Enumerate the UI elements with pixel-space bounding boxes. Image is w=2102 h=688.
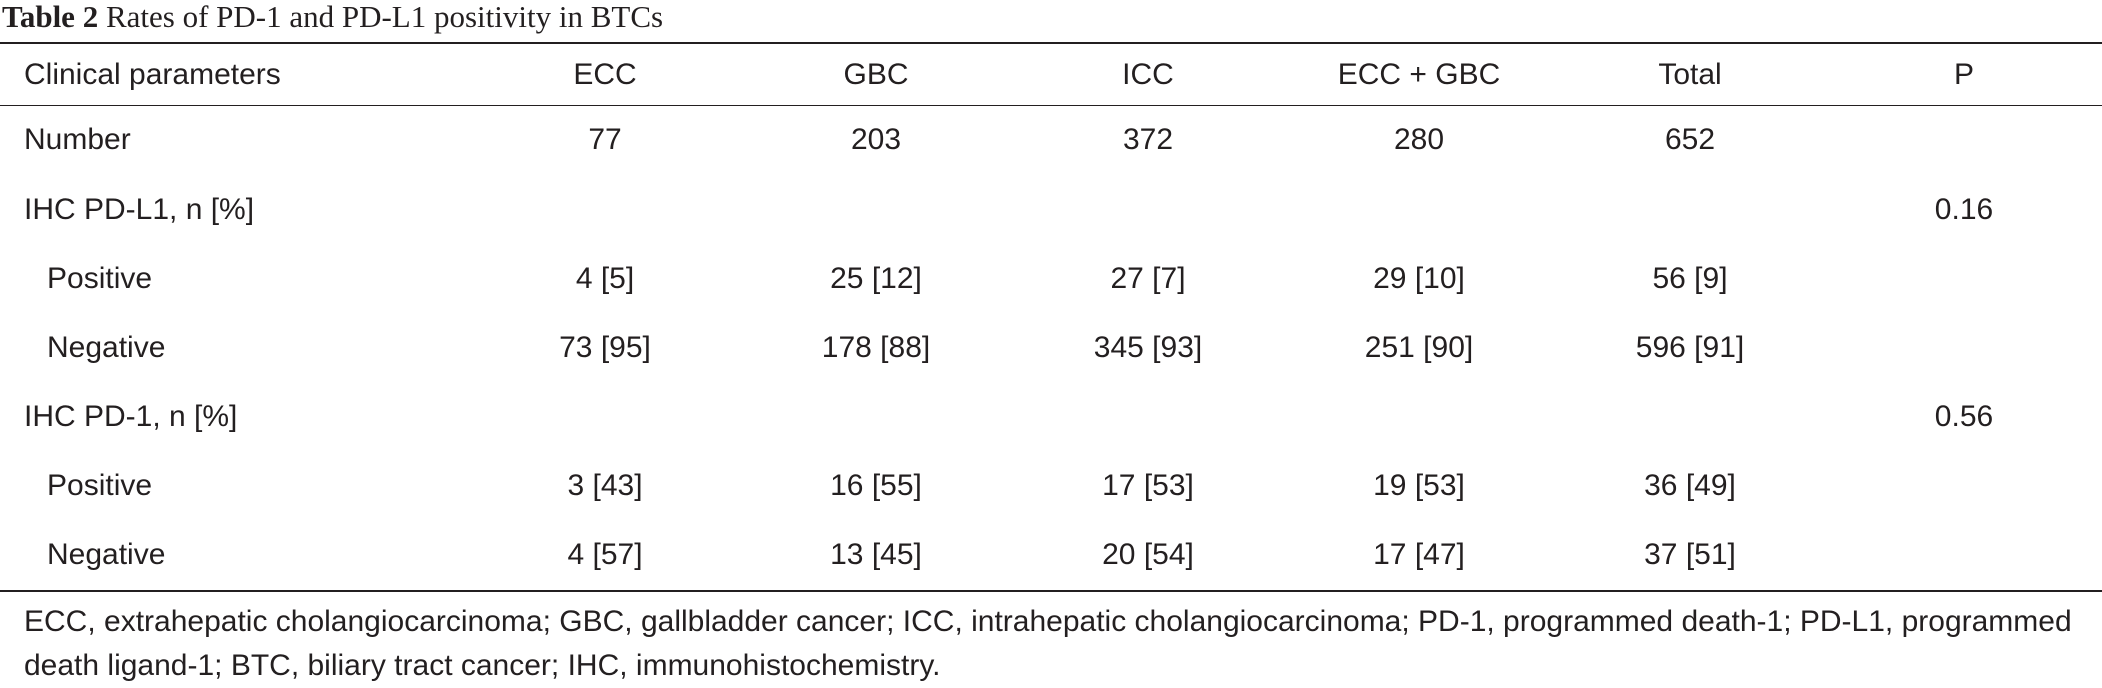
cell-ecc: 4 [5] — [575, 261, 635, 295]
cell-ecc-gbc: 251 [90] — [1364, 330, 1474, 364]
cell-total — [1554, 175, 1826, 244]
cell-ecc-gbc: 17 [47] — [1373, 537, 1465, 571]
cell-total: 596 [91] — [1635, 330, 1745, 364]
cell-ecc-gbc: 29 [10] — [1373, 261, 1465, 295]
table-row: Positive 4 [5] 25 [12] 27 [7] 29 [10] 56 [9] — [0, 244, 2102, 313]
table-body: Number 77 203 372 280 652 IHC PD-L1, n [%] 0.16… — [0, 105, 2102, 589]
cell-total — [1554, 382, 1826, 451]
cell-total: 37 [51] — [1644, 537, 1736, 571]
cell-ecc-gbc: 280 — [1393, 123, 1445, 156]
column-header-gbc: GBC — [843, 57, 909, 91]
table-row: IHC PD-L1, n [%] 0.16 — [0, 175, 2102, 244]
cell-p-value — [1826, 520, 2102, 589]
table-bottom-rule — [0, 590, 2102, 592]
table-row: Negative 73 [95] 178 [88] 345 [93] 251 [90] 5… — [0, 313, 2102, 382]
cell-icc: 372 — [1122, 123, 1174, 156]
row-label: Number — [24, 123, 131, 156]
column-header-total: Total — [1658, 57, 1722, 91]
cell-ecc: 77 — [588, 123, 622, 156]
cell-ecc: 4 [57] — [567, 537, 643, 571]
table-footnote: ECC, extrahepatic cholangiocarcinoma; GB… — [24, 605, 2072, 682]
cell-icc — [1012, 382, 1284, 451]
positivity-table: Clinical parameters ECC GBC ICC ECC + GB… — [0, 44, 2102, 589]
row-label: Positive — [47, 261, 153, 295]
cell-ecc: 73 [95] — [559, 330, 651, 364]
cell-p-value — [1826, 105, 2102, 175]
cell-icc: 27 [7] — [1110, 261, 1186, 295]
table-row: Positive 3 [43] 16 [55] 17 [53] 19 [53] 36 [4… — [0, 451, 2102, 520]
column-header-ecc-gbc: ECC + GBC — [1337, 57, 1501, 91]
cell-p-value: 0.16 — [1934, 192, 1994, 226]
cell-ecc-gbc: 19 [53] — [1373, 468, 1465, 502]
cell-gbc: 25 [12] — [830, 261, 922, 295]
row-label: Positive — [47, 468, 153, 502]
cell-ecc — [470, 175, 740, 244]
cell-gbc: 178 [88] — [821, 330, 931, 364]
cell-total: 652 — [1664, 123, 1716, 156]
cell-p-value: 0.56 — [1934, 399, 1994, 433]
cell-gbc: 203 — [850, 123, 902, 156]
cell-gbc — [740, 175, 1012, 244]
table-row: IHC PD-1, n [%] 0.56 — [0, 382, 2102, 451]
row-label: IHC PD-1, n [%] — [24, 399, 238, 433]
cell-icc: 345 [93] — [1093, 330, 1203, 364]
table-caption-label: Table 2 — [2, 0, 99, 34]
cell-gbc — [740, 382, 1012, 451]
table-top-rule — [0, 42, 2102, 44]
row-label: Negative — [47, 537, 166, 571]
table-caption-title: Rates of PD-1 and PD-L1 positivity in BT… — [105, 0, 664, 34]
cell-total: 56 [9] — [1652, 261, 1728, 295]
table-caption: Table 2 Rates of PD-1 and PD-L1 positivi… — [2, 0, 663, 38]
cell-ecc: 3 [43] — [567, 468, 643, 502]
cell-icc: 20 [54] — [1102, 537, 1194, 571]
table-header-rule — [0, 105, 2102, 106]
cell-ecc-gbc — [1284, 175, 1554, 244]
cell-total: 36 [49] — [1644, 468, 1736, 502]
cell-p-value — [1826, 313, 2102, 382]
cell-icc — [1012, 175, 1284, 244]
cell-ecc-gbc — [1284, 382, 1554, 451]
table-row: Number 77 203 372 280 652 — [0, 105, 2102, 175]
cell-p-value — [1826, 244, 2102, 313]
table-row: Negative 4 [57] 13 [45] 20 [54] 17 [47] 37 [5… — [0, 520, 2102, 589]
cell-ecc — [470, 382, 740, 451]
column-header-p-value: P — [1953, 57, 1974, 91]
row-label: IHC PD-L1, n [%] — [24, 192, 255, 226]
cell-p-value — [1826, 451, 2102, 520]
column-header-icc: ICC — [1122, 57, 1174, 91]
table-header-row: Clinical parameters ECC GBC ICC ECC + GB… — [0, 44, 2102, 105]
cell-gbc: 16 [55] — [830, 468, 922, 502]
cell-icc: 17 [53] — [1102, 468, 1194, 502]
column-header-clinical-parameters: Clinical parameters — [24, 57, 281, 91]
row-label: Negative — [47, 330, 166, 364]
cell-gbc: 13 [45] — [830, 537, 922, 571]
column-header-ecc: ECC — [573, 57, 637, 91]
